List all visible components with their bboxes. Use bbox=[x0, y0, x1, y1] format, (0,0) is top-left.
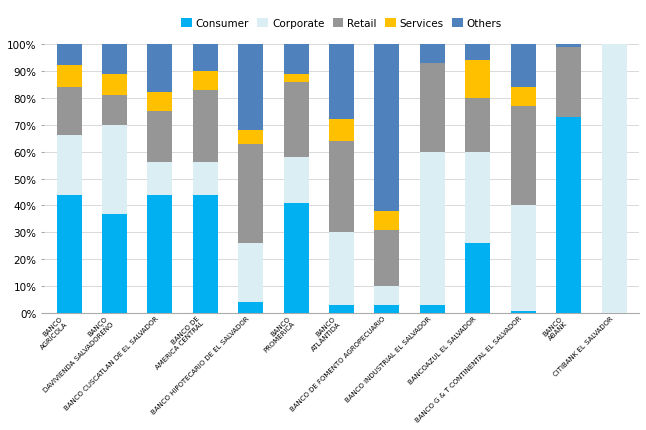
Bar bbox=[57, 136, 81, 195]
Bar bbox=[193, 45, 218, 72]
Bar bbox=[193, 195, 218, 313]
Bar bbox=[375, 212, 399, 230]
Bar bbox=[329, 45, 354, 120]
Bar bbox=[57, 45, 81, 66]
Bar bbox=[329, 141, 354, 233]
Bar bbox=[556, 47, 581, 117]
Bar bbox=[375, 305, 399, 313]
Bar bbox=[375, 230, 399, 287]
Bar bbox=[284, 74, 309, 83]
Bar bbox=[375, 287, 399, 305]
Bar bbox=[420, 305, 445, 313]
Bar bbox=[556, 117, 581, 313]
Bar bbox=[465, 98, 490, 152]
Bar bbox=[511, 311, 536, 313]
Bar bbox=[511, 107, 536, 206]
Bar bbox=[147, 93, 172, 112]
Bar bbox=[102, 74, 127, 96]
Bar bbox=[511, 88, 536, 107]
Bar bbox=[238, 45, 263, 131]
Bar bbox=[465, 61, 490, 98]
Bar bbox=[238, 144, 263, 244]
Bar bbox=[465, 45, 490, 61]
Bar bbox=[238, 303, 263, 313]
Bar bbox=[284, 203, 309, 313]
Bar bbox=[238, 131, 263, 144]
Legend: Consumer, Corporate, Retail, Services, Others: Consumer, Corporate, Retail, Services, O… bbox=[177, 15, 506, 34]
Bar bbox=[147, 163, 172, 195]
Bar bbox=[238, 244, 263, 303]
Bar bbox=[147, 112, 172, 163]
Bar bbox=[284, 45, 309, 74]
Bar bbox=[420, 152, 445, 305]
Bar bbox=[465, 152, 490, 244]
Bar bbox=[465, 244, 490, 313]
Bar bbox=[375, 45, 399, 212]
Bar bbox=[147, 45, 172, 93]
Bar bbox=[57, 66, 81, 88]
Bar bbox=[601, 45, 627, 313]
Bar bbox=[102, 45, 127, 74]
Bar bbox=[102, 214, 127, 313]
Bar bbox=[329, 233, 354, 305]
Bar bbox=[511, 45, 536, 88]
Bar bbox=[329, 120, 354, 141]
Bar bbox=[57, 88, 81, 136]
Bar bbox=[284, 83, 309, 158]
Bar bbox=[420, 64, 445, 152]
Bar bbox=[147, 195, 172, 313]
Bar bbox=[284, 158, 309, 203]
Bar bbox=[57, 195, 81, 313]
Bar bbox=[329, 305, 354, 313]
Bar bbox=[102, 96, 127, 126]
Bar bbox=[556, 45, 581, 47]
Bar bbox=[193, 90, 218, 163]
Bar bbox=[193, 163, 218, 195]
Bar bbox=[420, 45, 445, 64]
Bar bbox=[193, 72, 218, 90]
Bar bbox=[511, 206, 536, 311]
Bar bbox=[102, 126, 127, 214]
